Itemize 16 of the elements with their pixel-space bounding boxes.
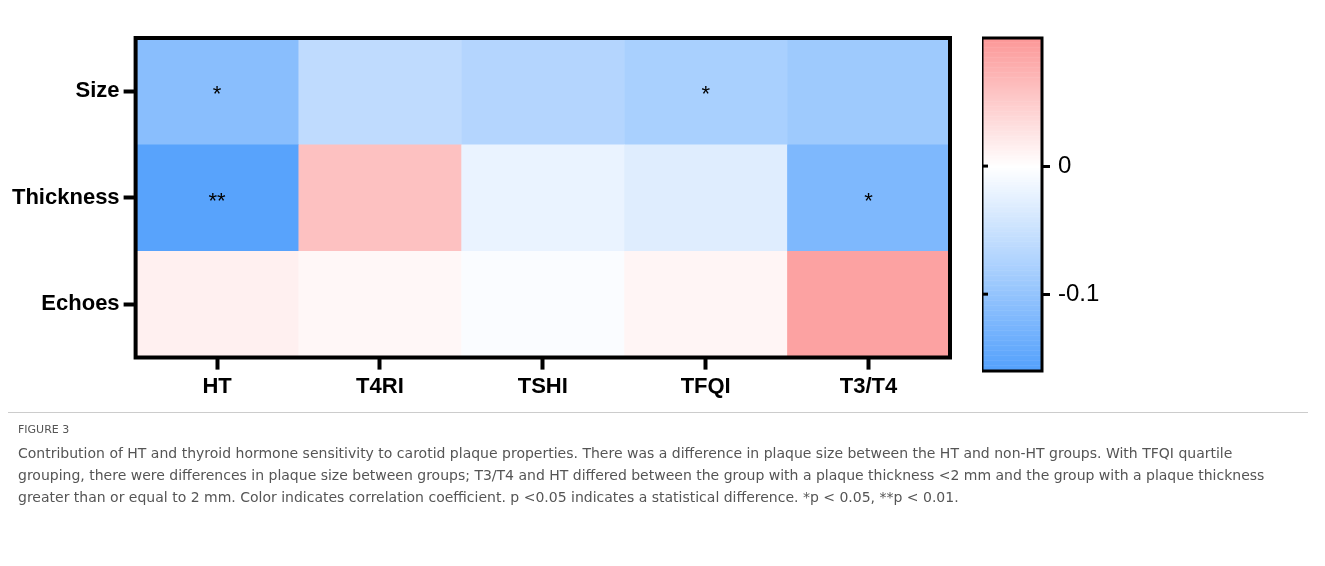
data-label: *: [701, 81, 711, 107]
caption: FIGURE 3: [18, 423, 71, 436]
x-tick-label: T3/T4: [839, 372, 899, 398]
data-label: *: [212, 81, 222, 107]
y-tick-label: Echoes: [41, 290, 120, 316]
y-tick-label: Thickness: [12, 183, 120, 209]
x-tick-label: TFQI: [680, 372, 731, 398]
y-tick-label: Size: [75, 77, 120, 103]
data-label: *: [864, 187, 874, 213]
x-tick-label: HT: [202, 372, 233, 398]
data-label: **: [208, 187, 227, 213]
text: Contribution of HT and thyroid hormone sensitivity to carotid plaque properties. There was a difference in plaque size between the HT and non-HT groups. With TFQI quartile grouping, there were differences in plaque size between groups; T3/T4 and HT differed between the group with a plaque thickness <2 mm and the group with a plaque thickness greater than or equal to 2 mm. Color indicates correlation coefficient. p <0.05 indicates a statistical difference. *p < 0.05, **p < 0.01.: [18, 444, 1266, 507]
x-tick-label: T4RI: [356, 372, 404, 398]
color-bar-label: -0.1: [1058, 278, 1100, 306]
x-tick-label: TSHI: [517, 372, 568, 398]
color-bar-label: 0: [1058, 150, 1072, 178]
